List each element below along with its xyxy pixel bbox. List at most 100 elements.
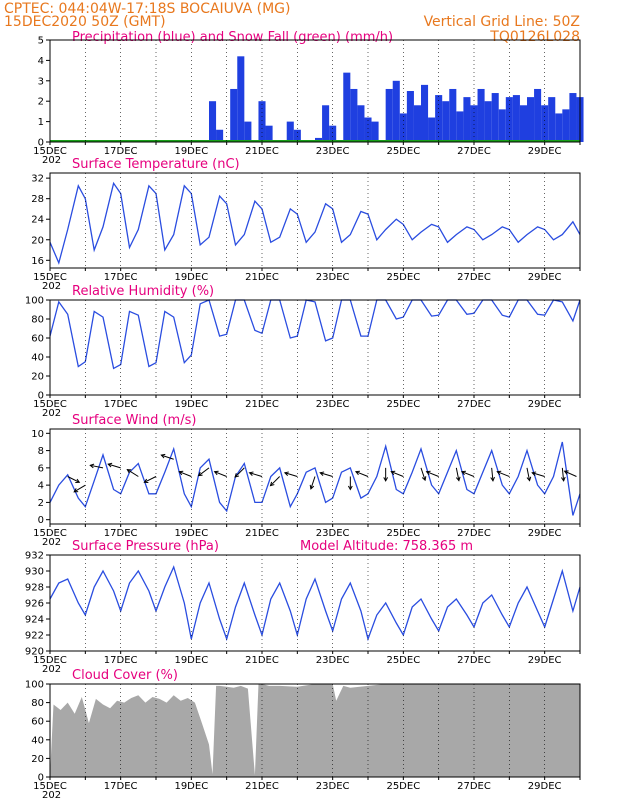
panel-frame xyxy=(49,39,581,143)
wind-arrowhead xyxy=(354,470,360,476)
x-tick-label: 15DEC xyxy=(33,781,67,792)
wind-arrowhead xyxy=(496,470,502,476)
wind-arrow xyxy=(491,467,494,481)
precip-bar xyxy=(569,93,577,142)
y-tick-label: 40 xyxy=(31,735,44,746)
wind-arrowhead xyxy=(75,478,81,483)
y-tick-label: 926 xyxy=(25,599,44,610)
panel-frame xyxy=(49,299,581,396)
wind-arrow xyxy=(90,464,104,469)
y-tick-label: 20 xyxy=(31,372,44,383)
x-tick-label: 29DEC xyxy=(528,655,562,666)
y-tick-label: 920 xyxy=(25,647,44,658)
precip-bar xyxy=(258,101,266,142)
wind-arrow xyxy=(179,471,192,477)
wind-arrow xyxy=(234,467,245,478)
y-tick-label: 6 xyxy=(38,463,44,474)
precip-bar xyxy=(456,111,464,142)
station-header: CPTEC: 044:04W-17:18S BOCAIUVA (MG) xyxy=(4,1,291,17)
x-tick-label: 15DEC xyxy=(33,528,67,539)
precip-bar xyxy=(364,117,372,142)
precip-bar xyxy=(519,105,527,142)
wind-arrowhead xyxy=(390,470,396,476)
x-tick-label: 19DEC xyxy=(174,272,208,283)
precip-bar xyxy=(498,109,506,142)
precip-bar xyxy=(562,109,570,142)
wind-arrow xyxy=(455,467,460,481)
wind-arrow xyxy=(270,476,281,487)
x-tick-label: 25DEC xyxy=(386,655,420,666)
y-tick-label: 4 xyxy=(38,56,44,67)
precip-bar xyxy=(406,91,414,142)
wind-arrowhead xyxy=(425,470,431,476)
x-tick-label: 17DEC xyxy=(104,655,138,666)
y-tick-label: 10 xyxy=(31,429,44,440)
x-tick-label: 21DEC xyxy=(245,399,279,410)
precip-bar xyxy=(470,105,478,142)
run-time-header: 15DEC2020 50Z (GMT) xyxy=(4,14,166,30)
model-code: TQ0126L028 xyxy=(489,29,580,45)
wind-arrowhead xyxy=(490,476,495,482)
precip-bar xyxy=(527,97,535,142)
y-tick-label: 922 xyxy=(25,631,44,642)
wind-arrow xyxy=(214,471,227,477)
precip-bar xyxy=(392,80,400,142)
x-tick-label: 17DEC xyxy=(104,781,138,792)
y-tick-label: 0 xyxy=(38,515,44,526)
precipitation-title: Precipitation (blue) and Snow Fall (gree… xyxy=(72,30,393,45)
precip-bar xyxy=(548,97,556,142)
wind-arrow xyxy=(73,484,86,493)
precip-bar xyxy=(421,84,429,142)
precip-bar xyxy=(534,88,542,142)
wind-arrow xyxy=(67,476,80,483)
y-tick-label: 0 xyxy=(38,138,44,149)
y-tick-label: 8 xyxy=(38,446,44,457)
wind-arrow xyxy=(320,472,333,477)
wind-arrowhead xyxy=(309,484,315,490)
y-tick-label: 60 xyxy=(31,334,44,345)
precip-bar xyxy=(505,97,513,142)
y-tick-label: 0 xyxy=(38,773,44,784)
wind-arrow xyxy=(532,472,545,477)
precip-bar xyxy=(435,95,443,142)
x-tick-label: 17DEC xyxy=(104,146,138,157)
y-tick-label: 930 xyxy=(25,567,44,578)
wind-arrowhead xyxy=(347,485,353,491)
precip-bar xyxy=(477,88,485,142)
x-tick-label: 25DEC xyxy=(386,528,420,539)
y-tick-label: 32 xyxy=(31,174,44,185)
wind-arrowhead xyxy=(563,470,569,475)
x-tick-label: 23DEC xyxy=(316,781,350,792)
wind-arrow xyxy=(108,463,121,469)
wind-arrow xyxy=(310,476,316,489)
wind-arrowhead xyxy=(197,471,203,477)
wind-arrow xyxy=(284,472,298,477)
precip-bar xyxy=(209,101,217,142)
x-tick-label: 21DEC xyxy=(245,146,279,157)
precip-bar xyxy=(491,93,499,142)
y-tick-label: 0 xyxy=(38,391,44,402)
wind-arrowhead xyxy=(421,476,427,482)
wind-arrow xyxy=(564,470,577,477)
precip-bar xyxy=(244,121,252,142)
precip-bar xyxy=(286,121,294,142)
year-fragment: 202 xyxy=(42,408,61,419)
precip-bar xyxy=(265,125,273,142)
x-tick-label: 23DEC xyxy=(316,655,350,666)
precip-bar xyxy=(329,125,337,142)
x-tick-label: 15DEC xyxy=(33,146,67,157)
precip-bar xyxy=(449,88,457,142)
grid-line-note: Vertical Grid Line: 50Z xyxy=(424,14,580,30)
x-tick-label: 15DEC xyxy=(33,399,67,410)
humidity-title: Relative Humidity (%) xyxy=(72,284,214,299)
y-tick-label: 16 xyxy=(31,256,44,267)
panel-frame xyxy=(49,428,581,525)
cloud-area xyxy=(50,684,580,777)
x-tick-label: 29DEC xyxy=(528,272,562,283)
precip-bar xyxy=(463,97,471,142)
x-tick-label: 19DEC xyxy=(174,781,208,792)
model-altitude-label: Model Altitude: 758.365 m xyxy=(300,539,473,554)
precip-bar xyxy=(343,72,351,142)
wind-arrow xyxy=(561,467,565,481)
wind-arrowhead xyxy=(455,476,461,482)
